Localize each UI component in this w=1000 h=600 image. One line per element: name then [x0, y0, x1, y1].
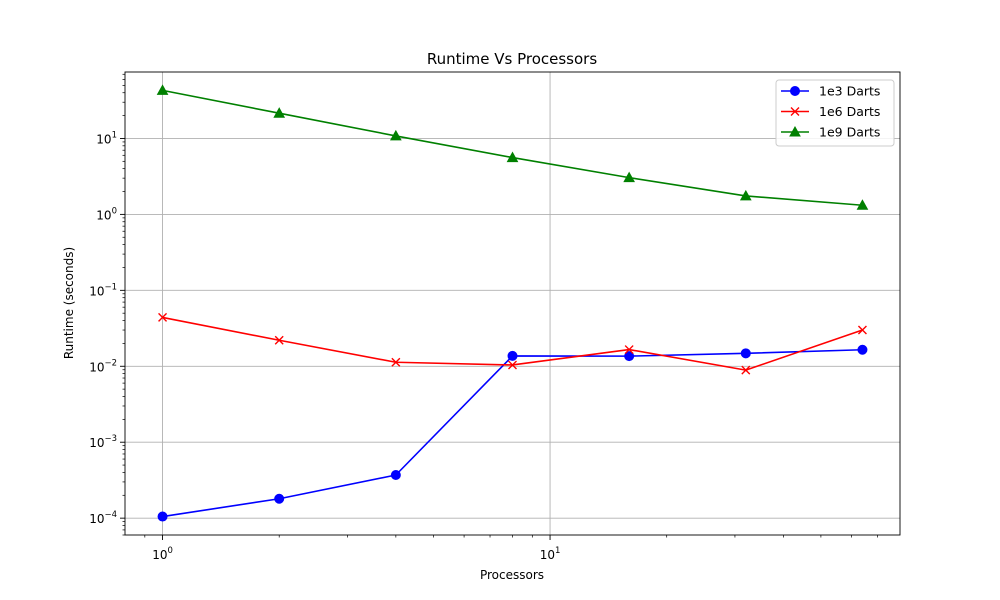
data-point — [390, 129, 402, 141]
y-tick-label: 10−3 — [89, 434, 117, 450]
data-point — [624, 351, 635, 362]
data-point — [157, 511, 168, 522]
legend-marker — [789, 125, 801, 137]
data-point — [624, 345, 634, 355]
grid — [125, 72, 900, 535]
legend: 1e3 Darts 1e6 Darts 1e9 Darts — [775, 79, 895, 147]
data-point — [506, 151, 519, 163]
series-1 — [157, 344, 868, 522]
y-tick-label: 10−2 — [89, 358, 117, 374]
data-point — [740, 348, 751, 359]
x-tick-label: 100 — [152, 546, 173, 562]
data-point — [508, 360, 517, 370]
data-point — [274, 493, 285, 504]
y-tick-label: 10−1 — [89, 282, 117, 298]
chart-title: Runtime Vs Processors — [427, 50, 598, 68]
series-2 — [158, 312, 867, 375]
data-point — [857, 344, 868, 355]
legend-label: 1e6 Darts — [819, 104, 880, 119]
data-point — [273, 107, 286, 118]
legend-label: 1e9 Darts — [819, 125, 880, 140]
data-point — [158, 312, 168, 322]
y-tick-label: 100 — [96, 206, 117, 222]
data-point — [857, 325, 867, 335]
series-3 — [156, 84, 869, 210]
legend-box — [775, 79, 895, 147]
data-point — [156, 84, 169, 95]
x-axis-label: Processors — [480, 568, 544, 582]
x-tick-label: 101 — [540, 546, 561, 562]
data-point — [623, 171, 635, 183]
y-tick-label: 10−4 — [89, 510, 117, 526]
data-point — [390, 470, 401, 481]
data-point — [274, 335, 284, 345]
plot-series — [156, 84, 869, 522]
legend-marker — [790, 107, 800, 116]
y-tick-label: 101 — [96, 130, 117, 146]
data-point — [507, 350, 518, 361]
data-point — [739, 189, 752, 201]
data-point — [391, 357, 401, 367]
legend-marker — [790, 86, 800, 96]
y-axis-label: Runtime (seconds) — [62, 247, 76, 359]
data-point — [856, 199, 869, 210]
legend-label: 1e3 Darts — [819, 84, 880, 99]
data-point — [741, 365, 751, 375]
ticks: 100 101 10−4 10−3 10−2 10−1 100 101 — [89, 73, 878, 562]
